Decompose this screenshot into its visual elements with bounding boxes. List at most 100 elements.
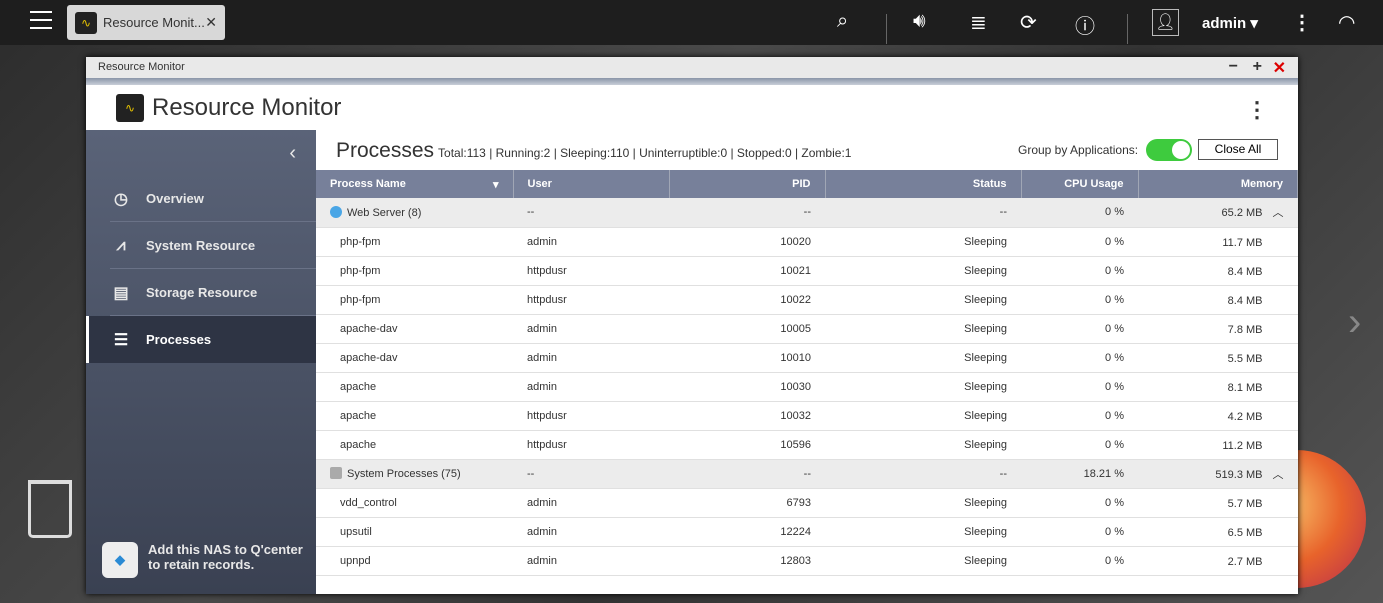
- status-cell: Sleeping: [825, 430, 1021, 460]
- process-name: apache: [340, 380, 377, 393]
- group-name: System Processes (75): [347, 468, 461, 480]
- user-cell: --: [513, 459, 669, 489]
- memory-value: 8.1 MB: [1227, 381, 1263, 394]
- cpu-cell: 0 %: [1021, 546, 1138, 576]
- user-cell: admin: [513, 314, 669, 344]
- dashboard-icon[interactable]: ◠: [1338, 12, 1356, 34]
- cpu-cell: 0 %: [1021, 517, 1138, 547]
- col-status[interactable]: Status: [825, 170, 1022, 198]
- group-by-label: Group by Applications:: [1018, 143, 1139, 157]
- pid-cell: 10022: [669, 285, 825, 315]
- minimize-icon[interactable]: −: [1228, 58, 1238, 75]
- status-cell: --: [825, 198, 1021, 228]
- sidebar-item-processes[interactable]: ☰ Processes: [86, 316, 316, 363]
- trash-icon[interactable]: [28, 480, 72, 538]
- col-user[interactable]: User: [513, 170, 670, 198]
- group-by-toggle[interactable]: [1146, 139, 1192, 161]
- more-icon[interactable]: ⋮: [1292, 12, 1312, 34]
- app-title: Resource Monitor: [152, 93, 342, 121]
- user-cell: --: [513, 198, 669, 228]
- event-stack-icon[interactable]: ≣: [970, 12, 987, 34]
- sync-icon[interactable]: ⟳: [1020, 12, 1037, 34]
- memory-value: 11.7 MB: [1222, 236, 1263, 249]
- status-cell: Sleeping: [825, 546, 1021, 576]
- qcenter-icon: ◆: [102, 542, 138, 578]
- collapse-group-icon[interactable]: ︿: [1272, 468, 1284, 481]
- status-cell: Sleeping: [825, 372, 1021, 402]
- memory-cell: 5.7 MB︿: [1138, 488, 1298, 518]
- process-name: php-fpm: [340, 264, 381, 277]
- user-cell: admin: [513, 372, 669, 402]
- sidebar: ‹ ◷ Overview ⩘ System Resource ▤ Storage Re…: [86, 130, 316, 594]
- cpu-cell: 0 %: [1021, 314, 1138, 344]
- memory-cell: 2.7 MB︿: [1138, 546, 1298, 576]
- list-icon: ☰: [113, 331, 129, 349]
- col-process-name[interactable]: Process Name ▾: [316, 170, 514, 198]
- more-options-icon[interactable]: ⋮: [1246, 97, 1268, 122]
- chart-icon: ⩘: [116, 236, 126, 254]
- cpu-cell: 18.21 %: [1021, 459, 1138, 489]
- cpu-cell: 0 %: [1021, 343, 1138, 373]
- divider: [1127, 14, 1128, 44]
- close-tab-icon[interactable]: ✕: [205, 14, 217, 30]
- collapse-group-icon[interactable]: ︿: [1272, 207, 1284, 220]
- close-icon[interactable]: ✕: [1272, 60, 1286, 77]
- group-row[interactable]: Web Server (8) -- -- -- 0 % 65.2 MB ︿: [316, 198, 1298, 228]
- processes-panel: Processes Total:113 | Running:2 | Sleepin…: [316, 130, 1298, 594]
- user-cell: httpdusr: [513, 401, 669, 431]
- storage-icon: ▤: [113, 284, 129, 302]
- user-menu[interactable]: admin ▾: [1202, 15, 1258, 32]
- memory-value: 8.4 MB: [1227, 294, 1263, 307]
- qcenter-text: Add this NAS to Q'center to retain recor…: [148, 542, 303, 572]
- sidebar-item-system-resource[interactable]: ⩘ System Resource: [86, 222, 316, 269]
- group-row[interactable]: System Processes (75) -- -- -- 18.21 % 519.3 …: [316, 459, 1298, 489]
- memory-cell: 7.8 MB︿: [1138, 314, 1298, 344]
- user-cell: httpdusr: [513, 430, 669, 460]
- close-all-button[interactable]: Close All: [1198, 139, 1278, 160]
- pid-cell: 12224: [669, 517, 825, 547]
- user-cell: httpdusr: [513, 285, 669, 315]
- app-tab[interactable]: ∿ Resource Monit... ✕: [67, 5, 225, 40]
- user-icon[interactable]: 👤︎: [1152, 9, 1179, 36]
- user-cell: admin: [513, 517, 669, 547]
- info-icon[interactable]: ⓘ: [1075, 16, 1095, 38]
- col-memory[interactable]: Memory: [1138, 170, 1298, 198]
- username: admin: [1202, 15, 1247, 32]
- collapse-sidebar-icon[interactable]: ‹: [289, 142, 296, 164]
- cpu-cell: 0 %: [1021, 256, 1138, 286]
- memory-cell: 5.5 MB︿: [1138, 343, 1298, 373]
- sidebar-item-storage-resource[interactable]: ▤ Storage Resource: [86, 269, 316, 316]
- qcenter-promo[interactable]: ◆ Add this NAS to Q'center to retain reco…: [102, 542, 308, 578]
- sidebar-item-overview[interactable]: ◷ Overview: [86, 175, 316, 222]
- col-cpu[interactable]: CPU Usage: [1021, 170, 1139, 198]
- memory-value: 5.5 MB: [1227, 352, 1263, 365]
- sort-icon[interactable]: ▾: [492, 178, 499, 191]
- status-cell: Sleeping: [825, 227, 1021, 257]
- maximize-icon[interactable]: +: [1252, 58, 1262, 75]
- volume-icon[interactable]: 🔊︎: [913, 10, 926, 32]
- tab-title: Resource Monit...: [103, 15, 205, 30]
- col-pid[interactable]: PID: [669, 170, 826, 198]
- next-arrow-icon[interactable]: ›: [1348, 300, 1362, 344]
- pid-cell: 10030: [669, 372, 825, 402]
- memory-cell: 11.2 MB︿: [1138, 430, 1298, 460]
- resource-monitor-icon: ∿: [116, 93, 144, 122]
- cpu-cell: 0 %: [1021, 227, 1138, 257]
- memory-value: 4.2 MB: [1227, 410, 1263, 423]
- menu-icon[interactable]: [30, 11, 52, 29]
- globe-icon: [330, 205, 342, 218]
- search-icon[interactable]: ⌕: [837, 10, 849, 32]
- memory-value: 8.4 MB: [1227, 265, 1263, 278]
- pid-cell: 10005: [669, 314, 825, 344]
